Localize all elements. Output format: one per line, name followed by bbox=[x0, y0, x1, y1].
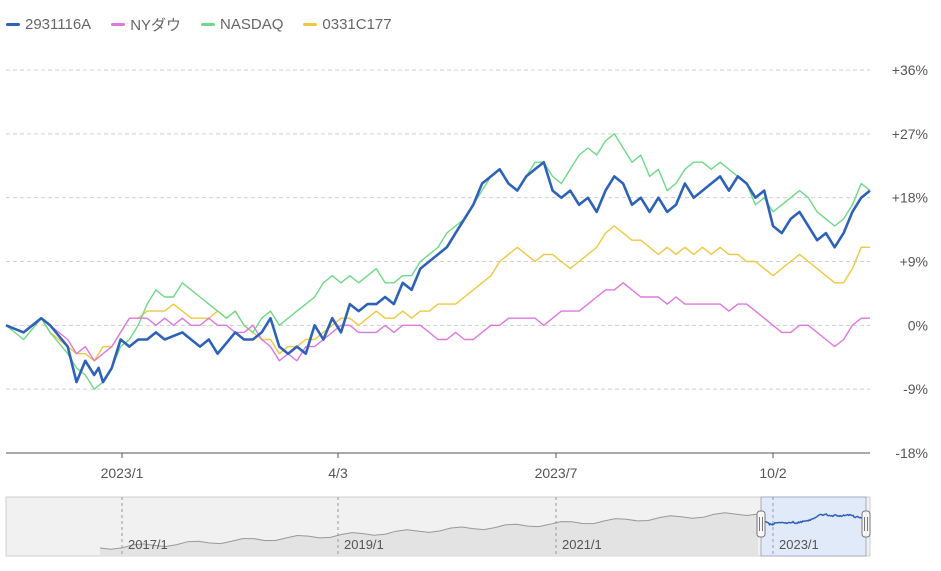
navigator-tick-label: 2017/1 bbox=[128, 537, 168, 552]
x-tick-label: 2023/7 bbox=[535, 465, 578, 481]
series-line-0331C177 bbox=[5, 225, 870, 362]
legend-label: 2931116A bbox=[25, 15, 92, 33]
y-tick-label: 0% bbox=[908, 317, 928, 333]
navigator-selection bbox=[760, 496, 867, 557]
legend-item-ny-dow[interactable]: NYダウ bbox=[111, 14, 181, 35]
y-tick-label: +36% bbox=[892, 62, 928, 78]
y-tick-label: +9% bbox=[900, 254, 928, 270]
navigator-selection-line bbox=[760, 513, 867, 527]
x-tick-label: 2023/1 bbox=[101, 465, 144, 481]
legend-label: NASDAQ bbox=[220, 15, 284, 33]
y-tick-label: -18% bbox=[895, 445, 928, 461]
navigator-tick-label: 2019/1 bbox=[344, 537, 384, 552]
navigator-history-line bbox=[99, 512, 759, 550]
navigator-tick-label: 2021/1 bbox=[562, 537, 602, 552]
legend-item-nasdaq[interactable]: NASDAQ bbox=[201, 16, 283, 33]
legend-swatch bbox=[303, 22, 318, 26]
navigator-tick-label: 2023/1 bbox=[779, 537, 819, 552]
y-tick-label: +18% bbox=[892, 190, 928, 206]
legend-swatch bbox=[201, 22, 216, 26]
y-tick-label: +27% bbox=[892, 126, 928, 142]
navigator-handle[interactable] bbox=[861, 510, 871, 538]
legend-label: 0331C177 bbox=[322, 15, 392, 33]
x-tick-label: 10/2 bbox=[759, 465, 786, 481]
legend-label: NYダウ bbox=[130, 16, 182, 34]
legend-swatch bbox=[6, 22, 20, 26]
y-tick-label: -9% bbox=[903, 381, 928, 397]
legend-item-2931116a[interactable]: 2931116A bbox=[6, 16, 91, 33]
series-line-2931116A bbox=[5, 160, 871, 384]
legend-item-0331c177[interactable]: 0331C177 bbox=[303, 15, 392, 33]
legend: 2931116A NYダウ NASDAQ 0331C177 bbox=[6, 12, 412, 36]
x-tick-label: 4/3 bbox=[328, 465, 348, 481]
legend-swatch bbox=[111, 22, 126, 26]
navigator-handle[interactable] bbox=[756, 510, 766, 538]
series-line-NYダウ bbox=[5, 282, 870, 362]
series-line-NASDAQ bbox=[5, 133, 871, 390]
